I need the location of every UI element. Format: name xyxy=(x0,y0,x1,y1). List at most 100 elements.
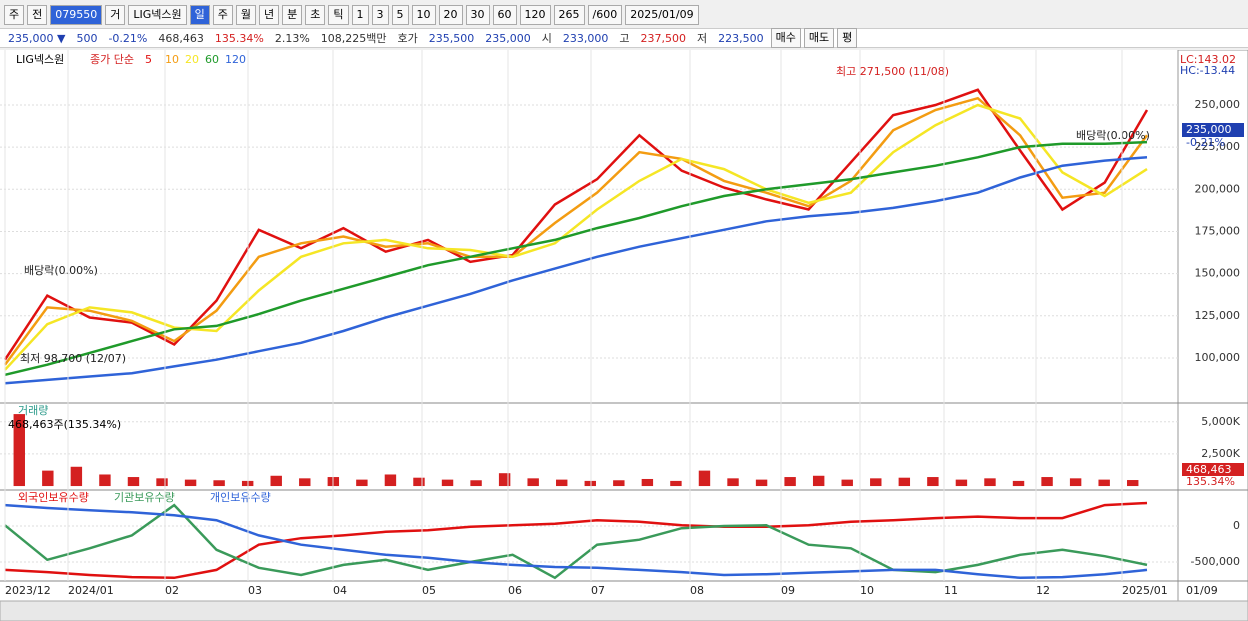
toolbar-button[interactable]: 60 xyxy=(492,5,517,25)
volume-bar xyxy=(270,475,282,487)
toolbar-button[interactable]: 분 xyxy=(282,5,303,25)
legend-period: 60 xyxy=(205,53,219,66)
info-item[interactable]: 평 xyxy=(837,28,858,48)
info-item[interactable]: 매도 xyxy=(803,28,835,48)
volume-bar xyxy=(870,478,882,487)
volume-bar xyxy=(441,479,454,487)
info-item: 233,000 xyxy=(562,31,609,45)
legend-entry: 외국인보유수량 xyxy=(18,491,89,504)
toolbar-button[interactable]: 10 xyxy=(411,5,436,25)
info-item: -0.21% xyxy=(108,31,148,45)
info-item: 237,500 xyxy=(640,31,687,45)
toolbar-button[interactable]: 거 xyxy=(105,5,126,25)
info-item: 223,500 xyxy=(718,31,764,45)
x-tick-label: 03 xyxy=(248,584,262,597)
toolbar-button[interactable]: 120 xyxy=(519,5,551,25)
volume-bar xyxy=(527,478,539,487)
y-tick-label: 250,000 xyxy=(1195,98,1241,111)
volume-bar xyxy=(898,477,911,487)
volume-bar xyxy=(812,475,825,487)
info-item: 135.34% xyxy=(214,31,264,45)
pane-title: 거래량 xyxy=(18,404,48,417)
y-tick-label: 5,000K xyxy=(1201,415,1240,428)
toolbar-button[interactable]: 2025/01/09 xyxy=(625,5,699,25)
legend-name: LIG넥스원 xyxy=(16,53,64,66)
volume-bar xyxy=(784,477,796,487)
legend-period: 5 xyxy=(145,53,152,66)
info-item: 2.13% xyxy=(274,31,310,45)
info-item: 235,000 ▼ xyxy=(8,31,66,45)
toolbar-button[interactable]: 초 xyxy=(305,5,326,25)
toolbar-button[interactable]: /600 xyxy=(587,5,623,25)
toolbar-button[interactable]: 30 xyxy=(465,5,490,25)
x-tick-label: 06 xyxy=(508,584,522,597)
y-tick-label: 150,000 xyxy=(1195,267,1241,280)
legend-entry: 개인보유수량 xyxy=(210,491,271,504)
y-tick-label: 225,000 xyxy=(1195,140,1241,153)
toolbar-button[interactable]: 월 xyxy=(235,5,257,25)
y-tick-label: 125,000 xyxy=(1195,309,1241,322)
x-tick-label: 2024/01 xyxy=(68,584,114,597)
volume-bar xyxy=(127,477,140,487)
toolbar-button[interactable]: 079550 xyxy=(50,5,103,25)
volume-bar xyxy=(213,480,225,487)
toolbar-button[interactable]: 주 xyxy=(212,5,233,25)
toolbar-button[interactable]: 주 xyxy=(4,5,25,25)
series-line xyxy=(4,103,1148,371)
volume-bar xyxy=(470,480,482,487)
toolbar-button[interactable]: 20 xyxy=(438,5,463,25)
x-tick-label: 2025/01 xyxy=(1122,584,1168,597)
volume-bar xyxy=(698,470,711,487)
side-label: LC:143.02 xyxy=(1180,53,1236,66)
right-axis xyxy=(1177,50,1248,602)
series-line xyxy=(3,88,1149,361)
info-item: 108,225백만 xyxy=(320,32,387,45)
toolbar-button[interactable]: 3 xyxy=(371,5,389,25)
annotation: 최저 98,700 (12/07) xyxy=(20,352,126,365)
series-line xyxy=(4,501,1148,580)
info-item: 235,000 xyxy=(485,31,531,45)
side-label: HC:-13.44 xyxy=(1180,64,1235,77)
x-tick-label: 09 xyxy=(781,584,795,597)
volume-bar xyxy=(1012,480,1025,487)
y-tick-label: 2,500K xyxy=(1201,447,1240,460)
series-line xyxy=(4,156,1148,385)
volume-bar xyxy=(584,480,596,487)
volume-bar xyxy=(613,480,625,487)
info-item: 500 xyxy=(76,31,98,45)
volume-bar xyxy=(556,479,568,487)
info-item[interactable]: 매수 xyxy=(770,28,801,48)
toolbar-button[interactable]: 년 xyxy=(259,5,280,25)
toolbar-button[interactable]: 전 xyxy=(27,5,48,25)
toolbar-button[interactable]: 5 xyxy=(391,5,409,25)
volume-bar xyxy=(727,478,739,487)
y-tick-label: -500,000 xyxy=(1191,555,1240,568)
toolbar-button[interactable]: LIG넥스원 xyxy=(128,5,187,25)
toolbar-button[interactable]: 일 xyxy=(189,5,210,25)
side-label: 468,463 xyxy=(1186,463,1232,476)
legend-indicator: 종가 단순 xyxy=(90,53,134,66)
volume-bar xyxy=(1041,477,1053,487)
toolbar: 주 전 079550 거 LIG넥스원 일 주 월 년 분 초 틱 1 3 5 10 20 30 60 120 265/… xyxy=(0,2,1248,28)
series-line xyxy=(4,503,1148,580)
x-tick-label: 07 xyxy=(591,584,605,597)
y-tick-label: 100,000 xyxy=(1195,351,1241,364)
legend-entry: 기관보유수량 xyxy=(114,491,175,504)
volume-bar xyxy=(13,414,25,487)
volume-bar xyxy=(99,474,111,487)
annotation: 배당락(0.00%) xyxy=(1076,129,1150,142)
toolbar-button[interactable]: 틱 xyxy=(328,5,349,25)
scrollbar[interactable] xyxy=(0,600,1248,621)
toolbar-button[interactable]: 265 xyxy=(553,5,585,25)
volume-bar xyxy=(670,480,682,487)
volume-bar xyxy=(184,479,197,487)
info-item: 235,500 xyxy=(428,31,475,45)
volume-bar xyxy=(641,478,654,487)
side-label: 235,000 xyxy=(1186,123,1232,136)
y-tick-label: 0 xyxy=(1233,519,1240,532)
side-label: 135.34% xyxy=(1186,475,1235,488)
volume-bar xyxy=(384,474,397,487)
volume-bar xyxy=(841,479,853,487)
toolbar-button[interactable]: 1 xyxy=(351,5,369,25)
